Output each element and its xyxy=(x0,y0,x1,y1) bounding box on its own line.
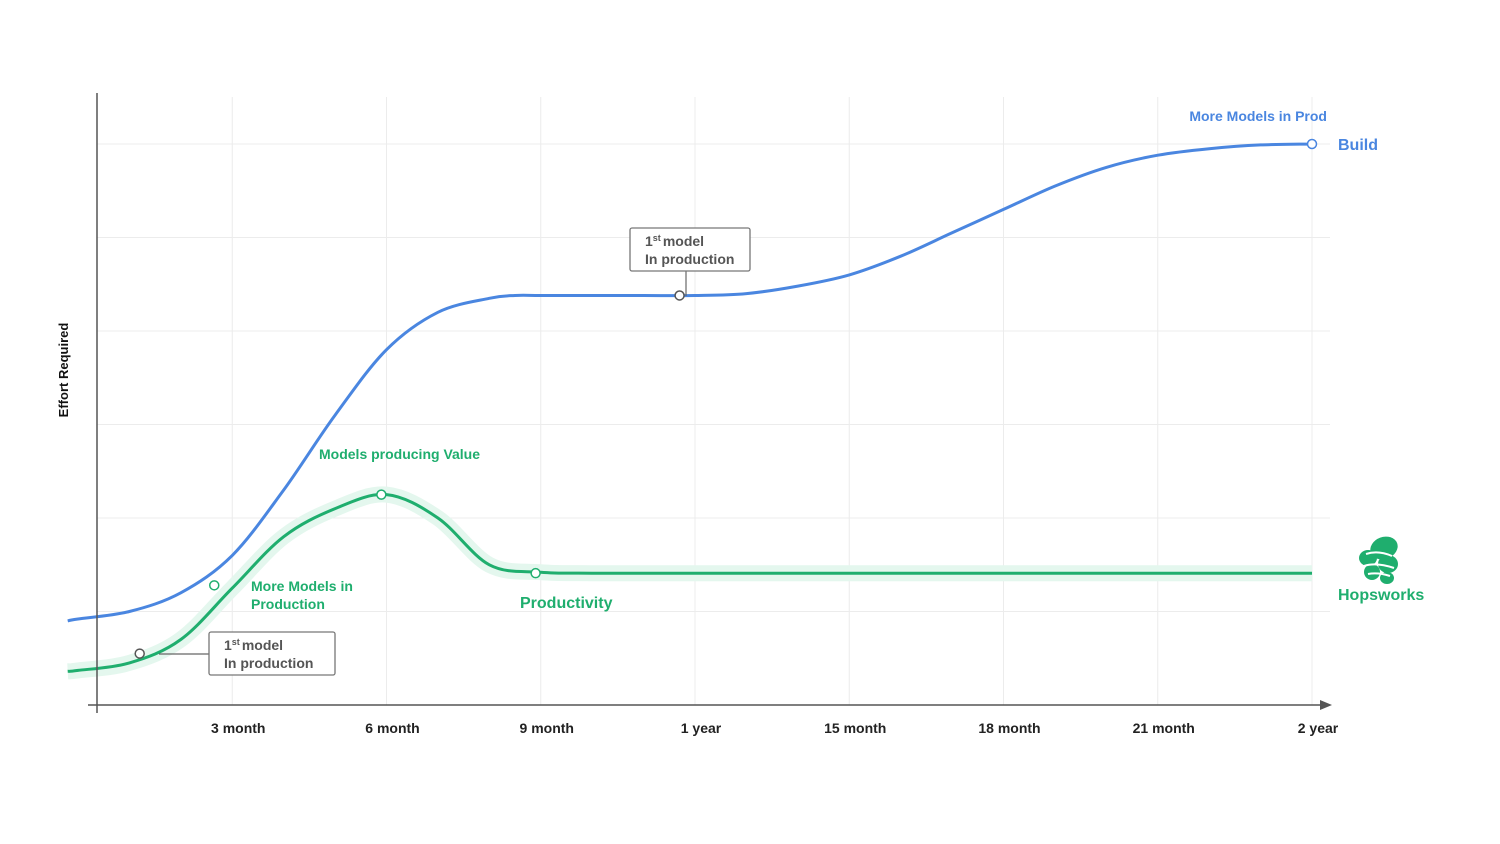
x-tick-label: 21 month xyxy=(1133,720,1195,736)
series-points xyxy=(134,138,1318,659)
callout-line2: In production xyxy=(224,655,313,671)
x-tick-label: 15 month xyxy=(824,720,886,736)
series-line-hopsworks xyxy=(67,492,1312,673)
axes xyxy=(88,93,1332,713)
data-point xyxy=(134,648,145,659)
series-line-build xyxy=(67,142,1313,623)
callout-word: model xyxy=(242,637,283,653)
data-point xyxy=(674,290,685,301)
build-series-label: Build xyxy=(1338,137,1378,154)
x-tick-label: 18 month xyxy=(978,720,1040,736)
more-models-in-production-line2: Production xyxy=(251,596,325,612)
x-axis-arrow xyxy=(1320,700,1332,710)
callout-box xyxy=(208,631,336,676)
callout-sup: st xyxy=(232,637,240,647)
callout-line1: 1st model xyxy=(645,233,704,249)
more-models-in-production-line1: More Models in xyxy=(251,578,353,594)
first-model-callout-hopsworks: 1st model In production xyxy=(159,631,336,676)
y-axis-label: Effort Required xyxy=(56,323,71,418)
callout-sup: st xyxy=(653,233,661,243)
productivity-label: Productivity xyxy=(520,595,613,612)
x-tick-label: 3 month xyxy=(211,720,265,736)
hopsworks-logo-icon xyxy=(1359,536,1398,584)
callout-line2: In production xyxy=(645,251,734,267)
data-point xyxy=(376,489,387,500)
callout-ordinal: 1 xyxy=(224,637,232,653)
more-models-in-prod-label: More Models in Prod xyxy=(1189,108,1327,124)
first-model-callout-build: 1st model In production xyxy=(629,227,751,296)
grid xyxy=(97,97,1330,705)
x-tick-labels: 3 month 6 month 9 month 1 year 15 month 18 mo… xyxy=(211,720,1339,736)
callout-ordinal: 1 xyxy=(645,233,653,249)
hopsworks-series-label: Hopsworks xyxy=(1338,587,1424,604)
x-tick-label: 2 year xyxy=(1298,720,1339,736)
callout-line1: 1st model xyxy=(224,637,283,653)
series-lines xyxy=(67,142,1313,673)
data-point xyxy=(1306,138,1318,150)
x-tick-label: 6 month xyxy=(365,720,419,736)
models-producing-value-label: Models producing Value xyxy=(319,446,480,462)
x-tick-label: 9 month xyxy=(520,720,574,736)
callout-word: model xyxy=(663,233,704,249)
data-point xyxy=(209,580,220,591)
data-point xyxy=(530,567,541,579)
x-tick-label: 1 year xyxy=(681,720,722,736)
callout-box xyxy=(629,227,751,272)
